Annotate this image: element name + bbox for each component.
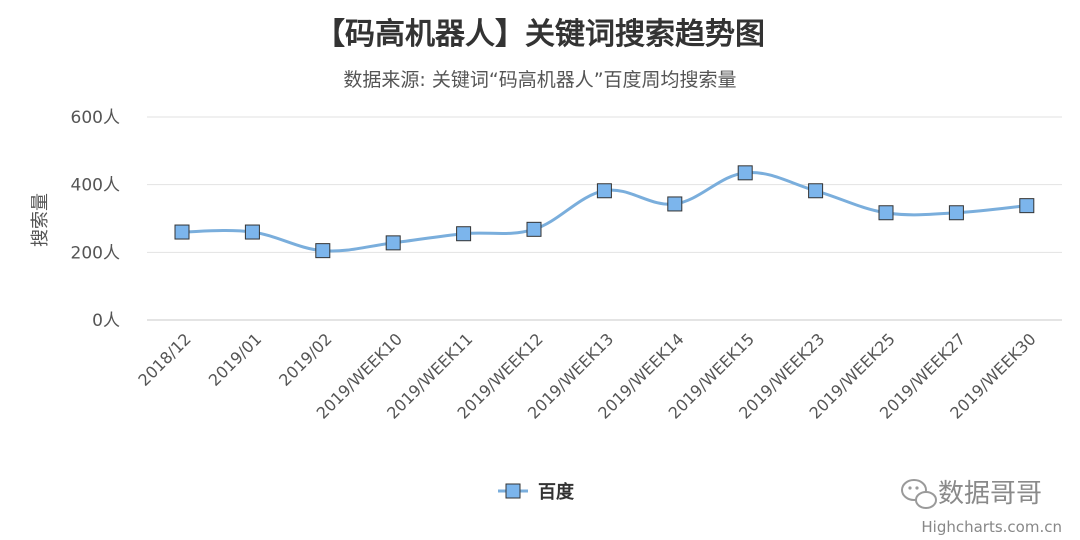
y-tick-label: 600人 [71, 108, 120, 128]
data-point[interactable] [878, 205, 894, 221]
x-tick-label: 2019/02 [275, 329, 335, 389]
credits[interactable]: Highcharts.com.cn [921, 518, 1062, 536]
y-tick-label: 0人 [92, 311, 120, 331]
grid [147, 116, 1062, 321]
y-tick-label: 400人 [71, 176, 120, 196]
data-point[interactable] [596, 183, 612, 199]
data-point[interactable] [315, 243, 331, 259]
data-point[interactable] [948, 205, 964, 221]
x-tick-label: 2019/01 [205, 329, 265, 389]
y-axis-label: 搜索量 [30, 193, 51, 247]
series-baidu [174, 165, 1035, 259]
x-tick-label: 2018/12 [134, 329, 194, 389]
data-point[interactable] [244, 224, 260, 240]
wechat-icon [901, 479, 937, 509]
chart-subtitle: 数据来源: 关键词“码高机器人”百度周均搜索量 [343, 69, 736, 91]
data-point[interactable] [385, 235, 401, 251]
x-axis-ticks: 2018/12 2019/01 2019/022019/WEEK102019/WEE… [134, 329, 1039, 422]
data-point[interactable] [174, 224, 190, 240]
y-axis-ticks: 0人 200人 400人 600人 [71, 108, 120, 331]
chart-title: 【码高机器人】关键词搜索趋势图 [315, 17, 765, 52]
data-point[interactable] [808, 183, 824, 199]
legend[interactable]: 百度 [498, 481, 575, 503]
y-tick-label: 200人 [71, 243, 120, 263]
data-point[interactable] [737, 165, 753, 181]
data-point[interactable] [1019, 198, 1035, 214]
watermark: 数据哥哥 [901, 479, 1042, 509]
legend-label: 百度 [538, 481, 575, 503]
watermark-text: 数据哥哥 [938, 479, 1042, 509]
data-point[interactable] [667, 196, 683, 212]
legend-marker [505, 483, 521, 499]
data-point[interactable] [456, 226, 472, 242]
data-point[interactable] [526, 221, 542, 237]
